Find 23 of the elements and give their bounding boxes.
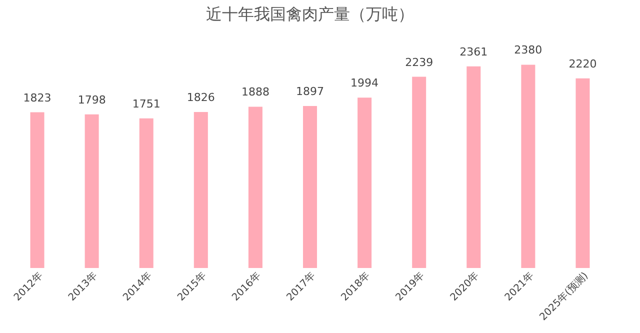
data-label: 2380 xyxy=(514,44,542,57)
data-label: 2361 xyxy=(460,45,488,58)
chart-title: 近十年我国禽肉产量（万吨） xyxy=(206,4,414,24)
data-label: 1826 xyxy=(186,91,215,104)
data-label: 2239 xyxy=(405,56,434,69)
bar xyxy=(248,106,262,268)
data-label: 1888 xyxy=(241,86,270,99)
data-label: 2220 xyxy=(568,57,597,70)
data-label: 1823 xyxy=(23,91,52,104)
bar xyxy=(466,66,481,268)
data-label: 1897 xyxy=(296,84,324,98)
data-label: 1994 xyxy=(350,76,379,90)
bar xyxy=(576,78,590,268)
data-label: 1798 xyxy=(78,93,106,106)
bar xyxy=(358,98,372,268)
bar xyxy=(412,76,426,268)
bar xyxy=(194,112,208,268)
bar xyxy=(139,118,154,268)
bar xyxy=(521,64,536,268)
bar xyxy=(84,114,99,268)
bar xyxy=(30,112,44,268)
data-label: 1751 xyxy=(132,97,160,110)
bar xyxy=(303,106,317,268)
